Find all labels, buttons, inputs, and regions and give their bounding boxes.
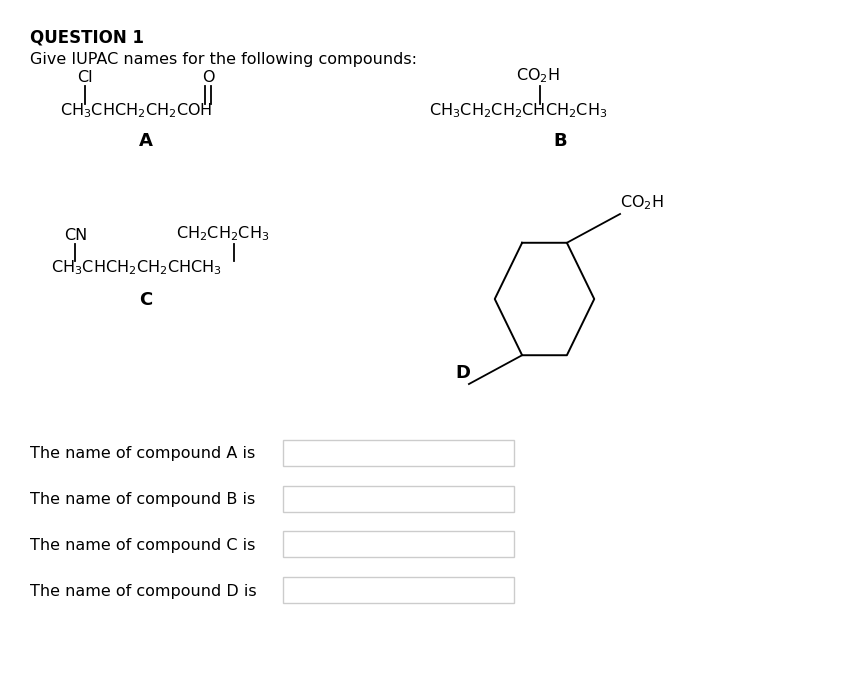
Text: The name of compound B is: The name of compound B is [30, 492, 255, 507]
Text: The name of compound A is: The name of compound A is [30, 446, 255, 461]
Bar [283, 439, 514, 466]
Text: CO$_2$H: CO$_2$H [516, 67, 560, 85]
Text: Give IUPAC names for the following compounds:: Give IUPAC names for the following compo… [30, 52, 417, 67]
Text: The name of compound D is: The name of compound D is [30, 584, 256, 599]
Text: C: C [139, 291, 152, 310]
Text: D: D [456, 364, 470, 382]
Text: A: A [139, 133, 152, 151]
Bar [283, 486, 514, 511]
Text: The name of compound C is: The name of compound C is [30, 538, 255, 552]
Text: O: O [202, 70, 215, 85]
Bar [283, 532, 514, 557]
Text: CO$_2$H: CO$_2$H [620, 193, 664, 212]
Text: CH$_3$CH$_2$CH$_2$CHCH$_2$CH$_3$: CH$_3$CH$_2$CH$_2$CHCH$_2$CH$_3$ [429, 101, 607, 120]
Text: B: B [553, 133, 566, 151]
Text: QUESTION 1: QUESTION 1 [30, 28, 144, 46]
Text: CN: CN [64, 228, 87, 243]
Text: CH$_3$CHCH$_2$CH$_2$COH: CH$_3$CHCH$_2$CH$_2$COH [60, 101, 212, 120]
Text: Cl: Cl [77, 70, 93, 85]
Text: CH$_3$CHCH$_2$CH$_2$CHCH$_3$: CH$_3$CHCH$_2$CH$_2$CHCH$_3$ [51, 259, 222, 278]
Bar [283, 577, 514, 604]
Text: CH$_2$CH$_2$CH$_3$: CH$_2$CH$_2$CH$_3$ [176, 224, 269, 243]
